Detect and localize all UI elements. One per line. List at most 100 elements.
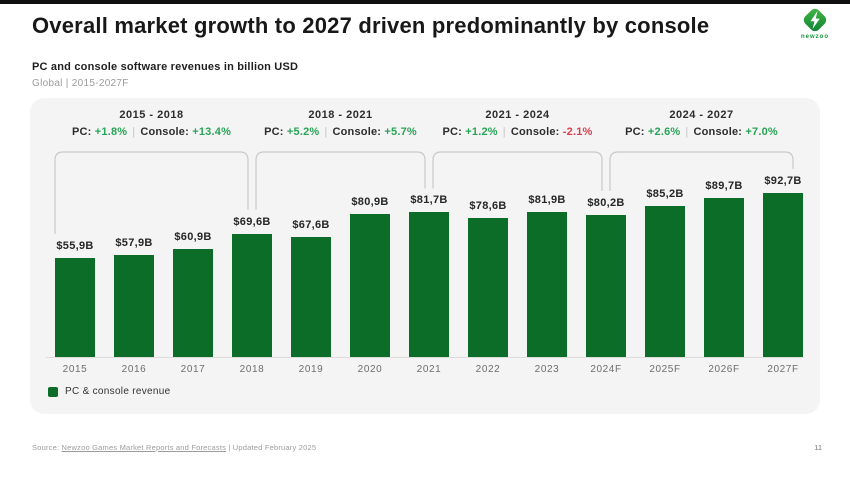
newzoo-logo-icon — [803, 8, 827, 32]
x-axis-label: 2015 — [62, 364, 88, 375]
bar — [409, 212, 449, 357]
bar-value-label: $67,6B — [292, 219, 330, 232]
period-range: 2021 - 2024 — [485, 109, 550, 121]
period-cagr: PC: +1.2% | Console: -2.1% — [408, 125, 628, 140]
page-number: 11 — [814, 443, 822, 452]
x-axis-line — [46, 357, 804, 358]
bar-value-label: $85,2B — [646, 188, 684, 201]
bar-column: $81,9B — [517, 194, 577, 357]
x-axis-label: 2020 — [357, 364, 383, 375]
bar — [114, 254, 154, 357]
cagr-separator: | — [685, 126, 689, 138]
bar-column: $80,2B — [576, 197, 636, 357]
bar — [763, 192, 803, 357]
page-title: Overall market growth to 2027 driven pre… — [32, 13, 710, 38]
source-suffix: | Updated February 2025 — [228, 443, 317, 452]
console-cagr-label: Console: — [140, 126, 193, 138]
bar-value-label: $92,7B — [764, 174, 802, 187]
period-header: 2021 - 2024 PC: +1.2% | Console: -2.1% — [408, 108, 628, 140]
bar — [586, 215, 626, 357]
bar — [704, 198, 744, 357]
chart-card: 2015 - 2018 PC: +1.8% | Console: +13.4% 2018… — [30, 98, 820, 414]
source-link[interactable]: Newzoo Games Market Reports and Forecast… — [61, 443, 227, 452]
console-cagr-label: Console: — [510, 126, 563, 138]
period-header: 2018 - 2021 PC: +5.2% | Console: +5.7% — [231, 108, 451, 140]
bar-column: $69,6B — [222, 216, 282, 357]
legend: PC & console revenue — [48, 386, 171, 397]
bar-value-label: $69,6B — [233, 215, 271, 228]
x-axis-label: 2026F — [708, 364, 740, 375]
bar-column: $67,6B — [281, 219, 341, 357]
period-range: 2018 - 2021 — [308, 109, 373, 121]
period-bracket — [432, 151, 603, 192]
bar-value-label: $81,9B — [528, 194, 566, 206]
console-cagr-value: +5.7% — [384, 126, 417, 138]
bar-value-label: $89,7B — [705, 180, 743, 193]
bar-column: $92,7B — [753, 175, 813, 357]
footer: Source: Newzoo Games Market Reports and … — [32, 443, 822, 452]
bar — [232, 233, 272, 357]
bar — [527, 212, 567, 357]
bar-column: $81,7B — [399, 194, 459, 357]
period-range: 2015 - 2018 — [119, 109, 184, 121]
x-axis-label: 2017 — [180, 364, 206, 375]
x-axis-label: 2027F — [767, 364, 799, 375]
bar-value-label: $78,6B — [469, 199, 507, 212]
console-cagr-label: Console: — [332, 126, 385, 138]
console-cagr-label: Console: — [693, 126, 746, 138]
period-cagr: PC: +1.8% | Console: +13.4% — [42, 125, 262, 140]
x-axis-label: 2023 — [534, 364, 560, 375]
period-cagr: PC: +2.6% | Console: +7.0% — [592, 125, 812, 140]
bar-value-label: $55,9B — [56, 240, 94, 253]
bar-column: $57,9B — [104, 236, 164, 357]
console-cagr-value: +7.0% — [745, 126, 778, 138]
x-axis-label: 2021 — [416, 364, 442, 375]
console-cagr-value: +13.4% — [192, 126, 232, 138]
x-axis-label: 2018 — [239, 364, 265, 375]
x-axis-label: 2024F — [590, 364, 622, 375]
bar-column: $89,7B — [694, 180, 754, 357]
pc-cagr-value: +1.2% — [465, 126, 498, 138]
cagr-separator: | — [502, 126, 506, 138]
newzoo-logo-wordmark: newzoo — [801, 34, 829, 40]
cagr-separator: | — [132, 126, 136, 138]
x-axis-label: 2019 — [298, 364, 324, 375]
period-cagr: PC: +5.2% | Console: +5.7% — [231, 125, 451, 140]
period-header: 2015 - 2018 PC: +1.8% | Console: +13.4% — [42, 108, 262, 140]
bar — [173, 249, 213, 357]
console-cagr-value: -2.1% — [562, 126, 593, 138]
bar-column: $80,9B — [340, 196, 400, 357]
bar-column: $60,9B — [163, 231, 223, 357]
period-header: 2024 - 2027 PC: +2.6% | Console: +7.0% — [592, 108, 812, 140]
bar-value-label: $81,7B — [410, 194, 448, 207]
chart-scope-label: Global | 2015-2027F — [32, 78, 129, 89]
chart-title: PC and console software revenues in bill… — [32, 61, 299, 73]
source-prefix: Source: — [32, 443, 60, 452]
bar — [55, 258, 95, 357]
x-axis-label: 2025F — [649, 364, 681, 375]
bar — [350, 213, 390, 357]
newzoo-logo: newzoo — [792, 6, 838, 40]
legend-label: PC & console revenue — [65, 386, 171, 397]
video-letterbox-strip — [0, 0, 850, 4]
bar-column: $55,9B — [45, 240, 105, 357]
bar — [291, 237, 331, 357]
pc-cagr-label: PC: — [442, 126, 466, 138]
cagr-separator: | — [324, 126, 328, 138]
bar-column: $78,6B — [458, 200, 518, 357]
x-axis-label: 2016 — [121, 364, 147, 375]
source-note: Source: Newzoo Games Market Reports and … — [32, 443, 316, 452]
pc-cagr-label: PC: — [71, 126, 95, 138]
bar-value-label: $60,9B — [174, 231, 212, 244]
bar-value-label: $80,2B — [587, 197, 625, 209]
bar-column: $85,2B — [635, 188, 695, 357]
bar — [645, 206, 685, 357]
bar — [468, 217, 508, 357]
pc-cagr-label: PC: — [264, 126, 287, 138]
pc-cagr-label: PC: — [625, 126, 648, 138]
pc-cagr-value: +2.6% — [647, 126, 681, 138]
bar-value-label: $57,9B — [115, 236, 153, 249]
period-range: 2024 - 2027 — [669, 109, 734, 121]
period-bracket — [54, 151, 249, 235]
pc-cagr-value: +1.8% — [94, 126, 128, 138]
